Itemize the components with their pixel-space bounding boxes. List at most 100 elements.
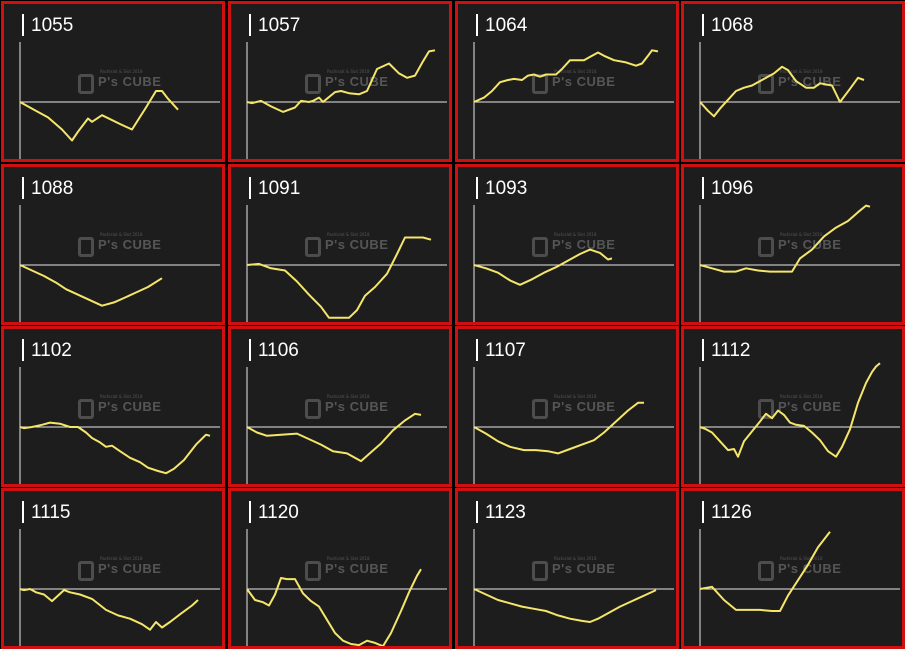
label-marker xyxy=(22,177,24,199)
label-marker xyxy=(249,14,251,36)
watermark-subtext: Pachislot & Slot 2018 xyxy=(327,232,370,237)
chart-title: 1120 xyxy=(258,502,299,523)
chart-title: 1126 xyxy=(711,502,752,523)
watermark-text: P's CUBE xyxy=(552,74,616,89)
line-chart xyxy=(246,367,447,484)
chart-panel: 1096 Pachislot & Slot 2018 P's CUBE xyxy=(681,164,905,325)
cube-icon xyxy=(305,237,321,257)
series-line xyxy=(699,204,871,273)
label-marker xyxy=(702,14,704,36)
watermark-logo: Pachislot & Slot 2018 P's CUBE xyxy=(78,394,168,426)
chart-title: 1064 xyxy=(485,15,528,36)
label-marker xyxy=(22,339,24,361)
series-line xyxy=(473,588,657,623)
watermark-text: P's CUBE xyxy=(778,561,842,576)
chart-title: 1123 xyxy=(485,502,526,523)
cube-icon xyxy=(305,399,321,419)
chart-title: 1096 xyxy=(711,178,754,199)
line-chart xyxy=(19,367,220,484)
chart-panel: 1120 Pachislot & Slot 2018 P's CUBE xyxy=(228,488,452,649)
chart-title: 1068 xyxy=(711,15,754,36)
line-chart xyxy=(19,205,220,322)
watermark-logo: Pachislot & Slot 2018 P's CUBE xyxy=(78,69,168,101)
series-line xyxy=(19,421,211,475)
label-marker xyxy=(249,339,251,361)
chart-panel: 1102 Pachislot & Slot 2018 P's CUBE xyxy=(1,326,225,487)
watermark-logo: Pachislot & Slot 2018 P's CUBE xyxy=(532,69,622,101)
watermark-subtext: Pachislot & Slot 2018 xyxy=(554,232,597,237)
cube-icon xyxy=(78,237,94,257)
cube-icon xyxy=(758,399,774,419)
watermark-logo: Pachislot & Slot 2018 P's CUBE xyxy=(532,232,622,264)
watermark-text: P's CUBE xyxy=(325,561,389,576)
watermark-subtext: Pachislot & Slot 2018 xyxy=(554,556,597,561)
chart-panel: 1088 Pachislot & Slot 2018 P's CUBE xyxy=(1,164,225,325)
line-chart xyxy=(19,529,220,646)
line-chart xyxy=(473,205,674,322)
chart-panel: 1106 Pachislot & Slot 2018 P's CUBE xyxy=(228,326,452,487)
series-line xyxy=(19,264,163,307)
watermark-text: P's CUBE xyxy=(98,74,162,89)
watermark-logo: Pachislot & Slot 2018 P's CUBE xyxy=(758,232,848,264)
cube-icon xyxy=(305,561,321,581)
cube-icon xyxy=(532,74,548,94)
cube-icon xyxy=(532,399,548,419)
watermark-text: P's CUBE xyxy=(98,237,162,252)
watermark-logo: Pachislot & Slot 2018 P's CUBE xyxy=(305,556,395,588)
chart-panel: 1112 Pachislot & Slot 2018 P's CUBE xyxy=(681,326,905,487)
watermark-logo: Pachislot & Slot 2018 P's CUBE xyxy=(532,394,622,426)
cube-icon xyxy=(78,561,94,581)
label-marker xyxy=(22,501,24,523)
chart-title: 1102 xyxy=(31,340,72,361)
cube-icon xyxy=(532,561,548,581)
line-chart xyxy=(473,42,674,159)
label-marker xyxy=(702,339,704,361)
chart-panel: 1107 Pachislot & Slot 2018 P's CUBE xyxy=(455,326,679,487)
chart-panel: 1126 Pachislot & Slot 2018 P's CUBE xyxy=(681,488,905,649)
watermark-subtext: Pachislot & Slot 2018 xyxy=(780,556,823,561)
line-chart xyxy=(19,42,220,159)
watermark-subtext: Pachislot & Slot 2018 xyxy=(554,69,597,74)
label-marker xyxy=(249,501,251,523)
series-line xyxy=(246,568,422,646)
cube-icon xyxy=(78,399,94,419)
cube-icon xyxy=(78,74,94,94)
line-chart xyxy=(246,42,447,159)
line-chart xyxy=(699,529,900,646)
chart-title: 1055 xyxy=(31,15,74,36)
series-line xyxy=(699,531,831,612)
watermark-subtext: Pachislot & Slot 2018 xyxy=(780,232,823,237)
chart-panel: 1123 Pachislot & Slot 2018 P's CUBE xyxy=(455,488,679,649)
line-chart xyxy=(246,205,447,322)
watermark-subtext: Pachislot & Slot 2018 xyxy=(780,69,823,74)
watermark-subtext: Pachislot & Slot 2018 xyxy=(327,69,370,74)
chart-title: 1115 xyxy=(31,502,71,523)
chart-title: 1107 xyxy=(485,340,526,361)
series-line xyxy=(19,90,179,142)
watermark-text: P's CUBE xyxy=(98,399,162,414)
watermark-logo: Pachislot & Slot 2018 P's CUBE xyxy=(305,232,395,264)
line-chart xyxy=(699,362,900,484)
watermark-text: P's CUBE xyxy=(325,237,389,252)
watermark-logo: Pachislot & Slot 2018 P's CUBE xyxy=(78,232,168,264)
chart-title: 1088 xyxy=(31,178,74,199)
watermark-text: P's CUBE xyxy=(325,399,389,414)
line-chart xyxy=(699,204,900,322)
line-chart xyxy=(473,367,674,484)
chart-panel: 1091 Pachislot & Slot 2018 P's CUBE xyxy=(228,164,452,325)
label-marker xyxy=(476,501,478,523)
chart-panel: 1115 Pachislot & Slot 2018 P's CUBE xyxy=(1,488,225,649)
line-chart xyxy=(246,529,447,646)
line-chart xyxy=(473,529,674,646)
chart-panel: 1055 Pachislot & Slot 2018 P's CUBE xyxy=(1,1,225,162)
watermark-subtext: Pachislot & Slot 2018 xyxy=(327,556,370,561)
watermark-subtext: Pachislot & Slot 2018 xyxy=(780,394,823,399)
watermark-logo: Pachislot & Slot 2018 P's CUBE xyxy=(78,556,168,588)
series-line xyxy=(246,236,432,319)
watermark-text: P's CUBE xyxy=(778,237,842,252)
chart-title: 1093 xyxy=(485,178,528,199)
label-marker xyxy=(476,14,478,36)
chart-panel: 1057 Pachislot & Slot 2018 P's CUBE xyxy=(228,1,452,162)
watermark-subtext: Pachislot & Slot 2018 xyxy=(100,232,143,237)
series-line xyxy=(19,588,199,631)
